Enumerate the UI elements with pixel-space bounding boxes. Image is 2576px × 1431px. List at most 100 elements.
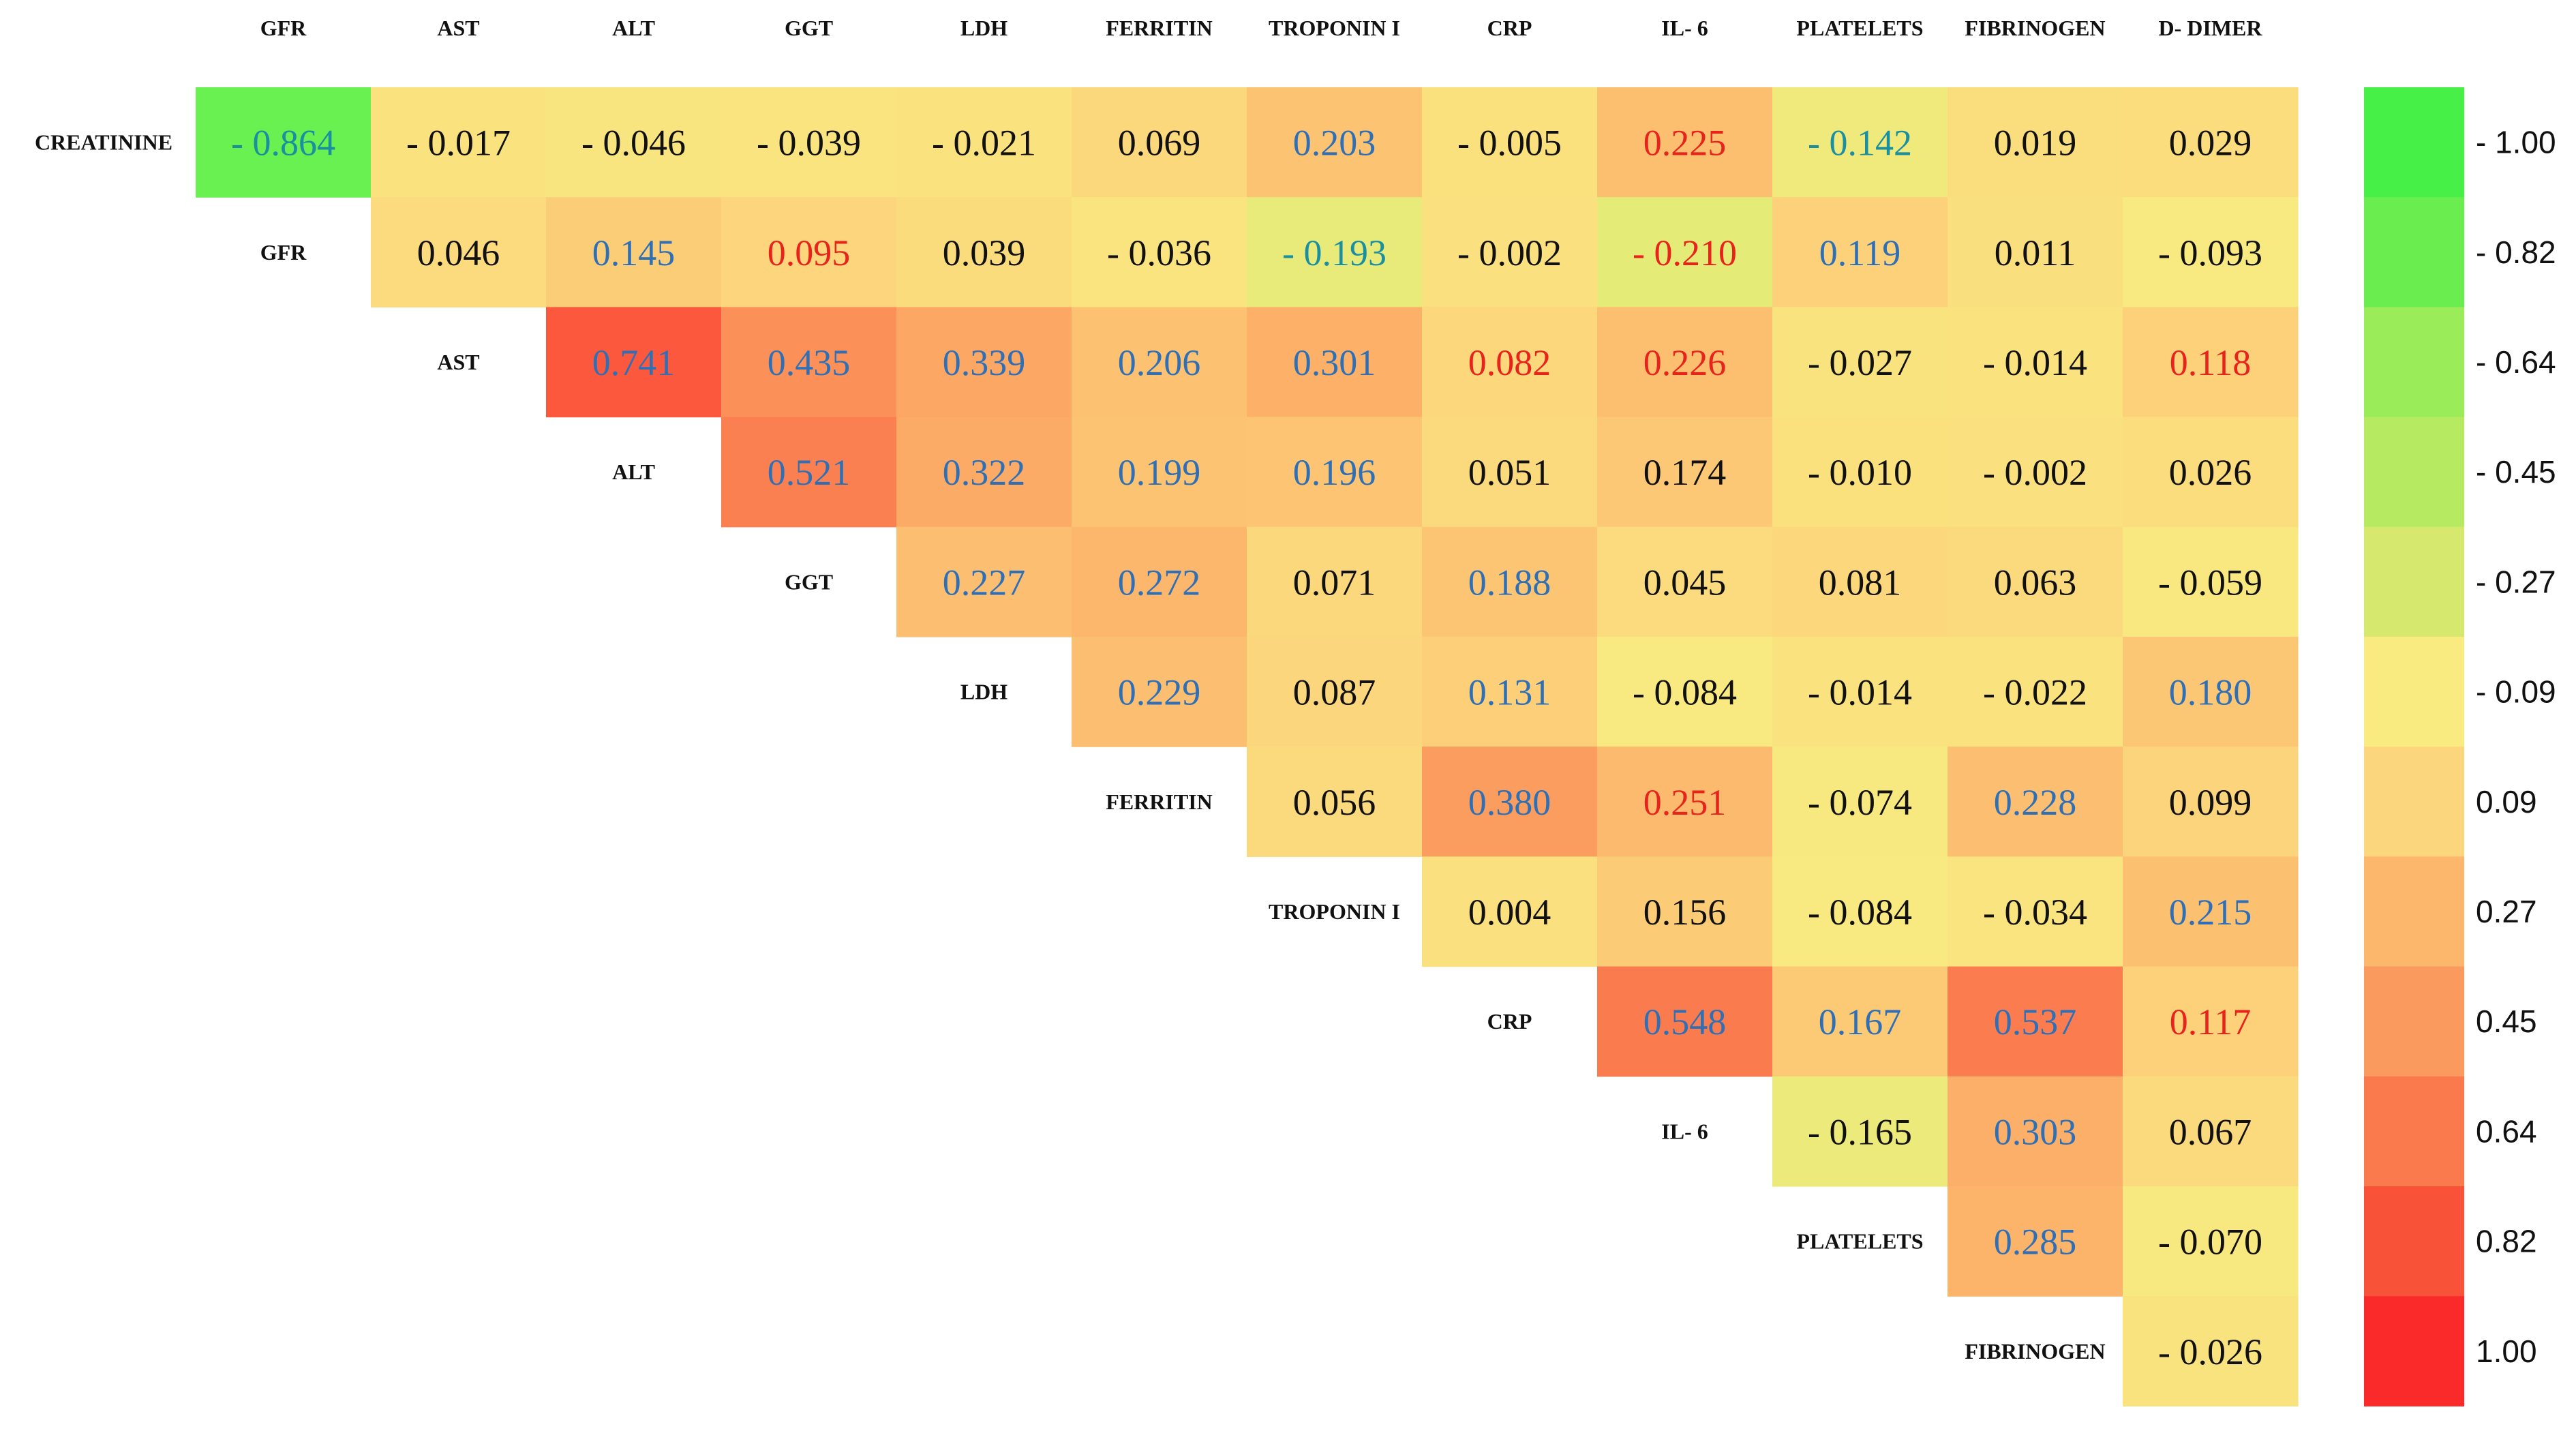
legend-label: - 0.82	[2476, 235, 2556, 270]
cell-value-label: 0.051	[1468, 452, 1551, 493]
legend-label: - 0.45	[2476, 454, 2556, 489]
heatmap-row: LDH 0.229 0.087 0.131 - 0.084 - 0.014 - 0.022 0…	[960, 637, 2299, 747]
cell-value-label: 0.011	[1995, 232, 2076, 273]
cell-value-label: 0.117	[2170, 1001, 2252, 1042]
heatmap-cells: CREATININE - 0.864 - 0.017 - 0.046 - 0.039 - …	[35, 87, 2299, 1406]
heatmap-cell	[721, 417, 897, 528]
heatmap-cell	[1948, 1186, 2123, 1297]
column-label: TROPONIN I	[1269, 16, 1400, 40]
row-label: ALT	[612, 460, 655, 484]
legend-swatch	[2364, 966, 2464, 1077]
heatmap-cell	[1072, 307, 1247, 418]
cell-value-label: - 0.002	[1457, 232, 1562, 273]
legend-swatch	[2364, 1076, 2464, 1187]
cell-value-label: - 0.002	[1983, 452, 2087, 493]
heatmap-cell	[896, 307, 1072, 418]
cell-value-label: - 0.027	[1808, 342, 1912, 383]
cell-value-label: - 0.165	[1808, 1111, 1912, 1152]
legend-label: 0.09	[2476, 784, 2537, 819]
cell-value-label: 0.199	[1118, 452, 1201, 493]
heatmap-row: AST 0.741 0.435 0.339 0.206 0.301 0.082 0.226 - …	[437, 307, 2299, 418]
heatmap-cell	[896, 197, 1072, 307]
legend-swatch	[2364, 526, 2464, 637]
cell-value-label: 0.019	[1994, 123, 2077, 164]
heatmap-cell	[1948, 1076, 2123, 1187]
cell-value-label: 0.301	[1293, 342, 1376, 383]
heatmap-row: ALT 0.521 0.322 0.199 0.196 0.051 0.174 - 0.010…	[612, 417, 2299, 528]
row-label: CREATININE	[35, 130, 172, 155]
cell-value-label: 0.156	[1643, 892, 1727, 933]
heatmap-cell	[1422, 856, 1598, 967]
cell-value-label: 0.380	[1468, 782, 1551, 823]
heatmap-cell	[896, 87, 1072, 198]
legend-label: 0.45	[2476, 1004, 2537, 1039]
heatmap-cell	[896, 417, 1072, 528]
cell-value-label: - 0.046	[581, 123, 686, 164]
cell-value-label: - 0.014	[1983, 342, 2087, 383]
cell-value-label: - 0.142	[1808, 123, 1912, 164]
heatmap-cell	[1948, 307, 2123, 418]
row-label: LDH	[960, 680, 1007, 704]
row-label: GGT	[785, 569, 833, 594]
heatmap-cell	[2123, 417, 2299, 528]
column-label: ALT	[612, 16, 655, 40]
heatmap-cell	[546, 87, 722, 198]
heatmap-cell	[2123, 1296, 2299, 1406]
heatmap-cell	[1422, 526, 1598, 637]
heatmap-cell	[1597, 637, 1773, 747]
heatmap-cell	[1772, 87, 1948, 198]
cell-value-label: 0.039	[943, 232, 1026, 273]
column-label: PLATELETS	[1796, 16, 1923, 40]
cell-value-label: - 0.093	[2158, 232, 2262, 273]
cell-value-label: 0.272	[1118, 562, 1201, 603]
heatmap-cell	[1772, 637, 1948, 747]
column-label: D- DIMER	[2159, 16, 2263, 40]
legend-swatch	[2364, 417, 2464, 528]
cell-value-label: - 0.010	[1808, 452, 1912, 493]
heatmap-cell	[1072, 87, 1247, 198]
heatmap-row: IL- 6 - 0.165 0.303 0.067	[1661, 1076, 2299, 1187]
cell-value-label: 0.215	[2169, 892, 2252, 933]
heatmap-row: GGT 0.227 0.272 0.071 0.188 0.045 0.081 0.063 - …	[785, 526, 2299, 637]
cell-value-label: 0.004	[1468, 892, 1551, 933]
cell-value-label: 0.521	[768, 452, 851, 493]
cell-value-label: - 0.084	[1808, 892, 1912, 933]
legend-label: 0.82	[2476, 1224, 2537, 1259]
heatmap-cell	[1597, 87, 1773, 198]
cell-value-label: 0.303	[1994, 1111, 2077, 1152]
legend-label: - 0.27	[2476, 564, 2556, 599]
cell-value-label: 0.045	[1643, 562, 1727, 603]
heatmap-cell	[1948, 526, 2123, 637]
heatmap-cell	[1948, 417, 2123, 528]
heatmap-cell	[721, 197, 897, 307]
heatmap-cell	[1072, 526, 1247, 637]
cell-value-label: 0.069	[1118, 123, 1201, 164]
heatmap-cell	[2123, 637, 2299, 747]
column-label: LDH	[960, 16, 1007, 40]
cell-value-label: 0.063	[1994, 562, 2077, 603]
heatmap-cell	[2123, 526, 2299, 637]
cell-value-label: 0.095	[768, 232, 851, 273]
heatmap-cell	[1948, 747, 2123, 857]
heatmap-cell	[1072, 637, 1247, 747]
cell-value-label: 0.145	[592, 232, 676, 273]
cell-value-label: - 0.210	[1633, 232, 1737, 273]
heatmap-cell	[1948, 856, 2123, 967]
cell-value-label: 0.229	[1118, 672, 1201, 713]
cell-value-label: 0.435	[768, 342, 851, 383]
heatmap-cell	[1772, 307, 1948, 418]
heatmap-cell	[1247, 526, 1423, 637]
heatmap-cell	[1772, 856, 1948, 967]
cell-value-label: 0.046	[417, 232, 500, 273]
row-label: FERRITIN	[1106, 789, 1212, 814]
heatmap-cell	[1597, 526, 1773, 637]
heatmap-row: TROPONIN I 0.004 0.156 - 0.084 - 0.034 0.215	[1269, 856, 2299, 967]
heatmap-cell	[2123, 856, 2299, 967]
legend-label: - 0.09	[2476, 674, 2556, 710]
row-label: TROPONIN I	[1269, 899, 1400, 924]
column-labels: GFR AST ALT GGT LDH FERRITIN TROPONIN I CRP IL- …	[260, 16, 2263, 40]
heatmap-cell	[1597, 856, 1773, 967]
cell-value-label: 0.026	[2169, 452, 2252, 493]
cell-value-label: 0.167	[1819, 1001, 1902, 1042]
heatmap-cell	[2123, 87, 2299, 198]
